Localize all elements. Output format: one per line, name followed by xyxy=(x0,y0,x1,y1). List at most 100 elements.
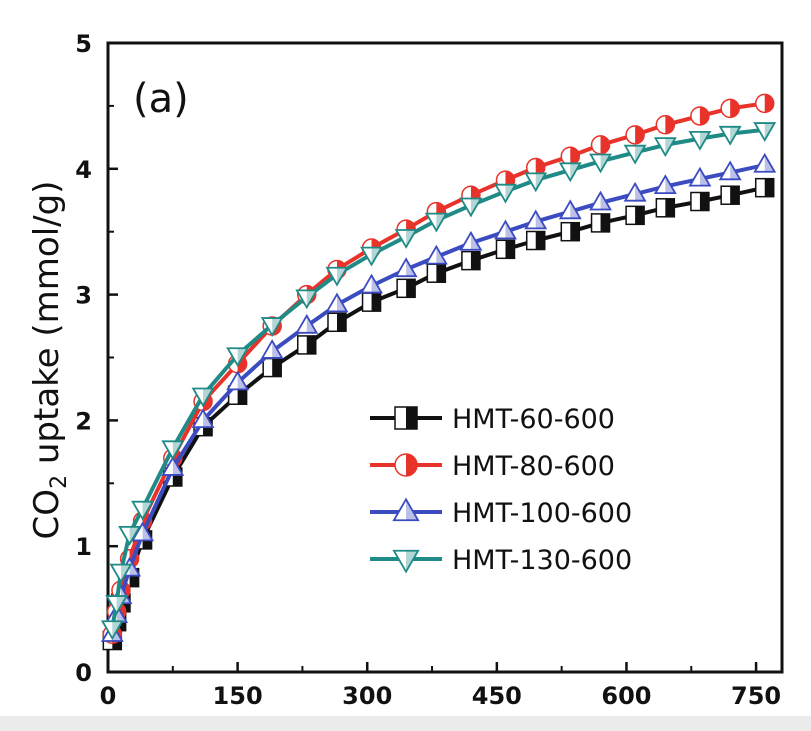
data-point xyxy=(424,212,448,233)
data-point xyxy=(459,197,483,218)
footer-strip xyxy=(0,716,811,731)
marker-outline xyxy=(623,181,647,202)
marker-outline xyxy=(109,563,133,584)
marker-fill xyxy=(129,558,140,576)
data-point xyxy=(394,257,418,278)
data-point xyxy=(754,177,775,198)
marker-fill xyxy=(142,501,153,519)
data-point xyxy=(623,144,647,165)
y-tick-label: 0 xyxy=(75,659,92,687)
data-point xyxy=(560,221,581,242)
data-point xyxy=(653,174,677,195)
data-point xyxy=(494,219,517,240)
data-point xyxy=(109,563,133,584)
marker-fill xyxy=(764,123,775,141)
marker-fill xyxy=(371,275,382,293)
data-point xyxy=(718,125,742,146)
legend-marker xyxy=(392,549,420,574)
marker-fill xyxy=(436,213,447,231)
marker-outline xyxy=(392,549,420,574)
marker-outline xyxy=(360,273,384,294)
marker-fill xyxy=(665,138,676,156)
data-point xyxy=(459,230,483,251)
marker-fill xyxy=(764,94,774,113)
marker-fill xyxy=(570,147,580,166)
marker-fill xyxy=(172,441,183,459)
marker-fill xyxy=(112,621,123,639)
marker-fill xyxy=(406,259,417,277)
series-layer xyxy=(100,93,777,651)
legend-item: HMT-60-600 xyxy=(370,404,615,435)
marker-outline xyxy=(718,160,742,181)
legend-label: HMT-130-600 xyxy=(452,545,632,576)
data-point xyxy=(625,125,645,145)
data-point xyxy=(260,339,284,359)
marker-fill xyxy=(336,313,346,332)
data-point xyxy=(495,239,516,260)
data-point xyxy=(161,456,185,476)
data-point xyxy=(753,152,777,173)
data-point xyxy=(260,317,284,337)
series-hmt-100-600 xyxy=(100,152,777,642)
data-point xyxy=(653,137,677,158)
marker-fill xyxy=(600,154,611,172)
marker-outline xyxy=(589,190,612,211)
data-point xyxy=(191,387,215,408)
marker-fill xyxy=(203,388,213,406)
marker-fill xyxy=(470,198,481,216)
marker-outline xyxy=(688,130,712,151)
marker-fill xyxy=(371,293,381,312)
x-tick-label: 300 xyxy=(342,682,392,710)
marker-outline xyxy=(589,153,612,174)
marker-fill xyxy=(306,315,317,333)
marker-outline xyxy=(161,456,185,476)
marker-fill xyxy=(570,163,581,181)
data-point xyxy=(394,229,418,249)
data-point xyxy=(524,209,548,230)
plot-border xyxy=(106,41,784,674)
marker-outline xyxy=(623,144,647,165)
marker-fill xyxy=(436,264,446,283)
marker-outline xyxy=(524,209,548,230)
legend-item: HMT-130-600 xyxy=(370,545,632,576)
marker-fill xyxy=(470,251,480,270)
y-tick-label: 2 xyxy=(75,407,92,435)
marker-fill xyxy=(570,201,581,219)
marker-fill xyxy=(272,358,282,377)
marker-fill xyxy=(535,231,545,250)
marker-fill xyxy=(116,596,127,614)
marker-outline xyxy=(226,370,250,391)
data-point xyxy=(161,440,185,461)
data-point xyxy=(226,370,250,391)
data-point xyxy=(525,157,546,178)
x-tick-label: 750 xyxy=(731,682,781,710)
marker-fill xyxy=(272,340,283,358)
y-tick-label: 5 xyxy=(75,30,92,58)
x-tick-label: 450 xyxy=(472,682,522,710)
marker-fill xyxy=(406,454,417,476)
marker-fill xyxy=(237,386,247,405)
marker-outline xyxy=(226,347,250,368)
data-point xyxy=(191,408,215,429)
data-point xyxy=(688,130,712,151)
data-point xyxy=(226,347,250,368)
marker-outline xyxy=(191,387,215,408)
data-point xyxy=(360,246,384,267)
marker-outline xyxy=(394,229,418,249)
marker-outline xyxy=(494,183,517,204)
marker-outline xyxy=(131,500,155,521)
marker-outline xyxy=(295,289,319,310)
data-point xyxy=(327,312,347,333)
marker-fill xyxy=(665,115,675,134)
data-point xyxy=(625,205,645,226)
plot-frame xyxy=(106,41,784,674)
data-point xyxy=(325,266,349,287)
legend-label: HMT-60-600 xyxy=(452,404,615,435)
marker-fill xyxy=(505,221,516,239)
x-tick-label: 600 xyxy=(601,682,651,710)
marker-outline xyxy=(105,595,129,615)
data-point xyxy=(590,213,611,233)
marker-outline xyxy=(325,292,349,313)
data-point xyxy=(688,166,712,187)
data-point xyxy=(461,250,481,271)
